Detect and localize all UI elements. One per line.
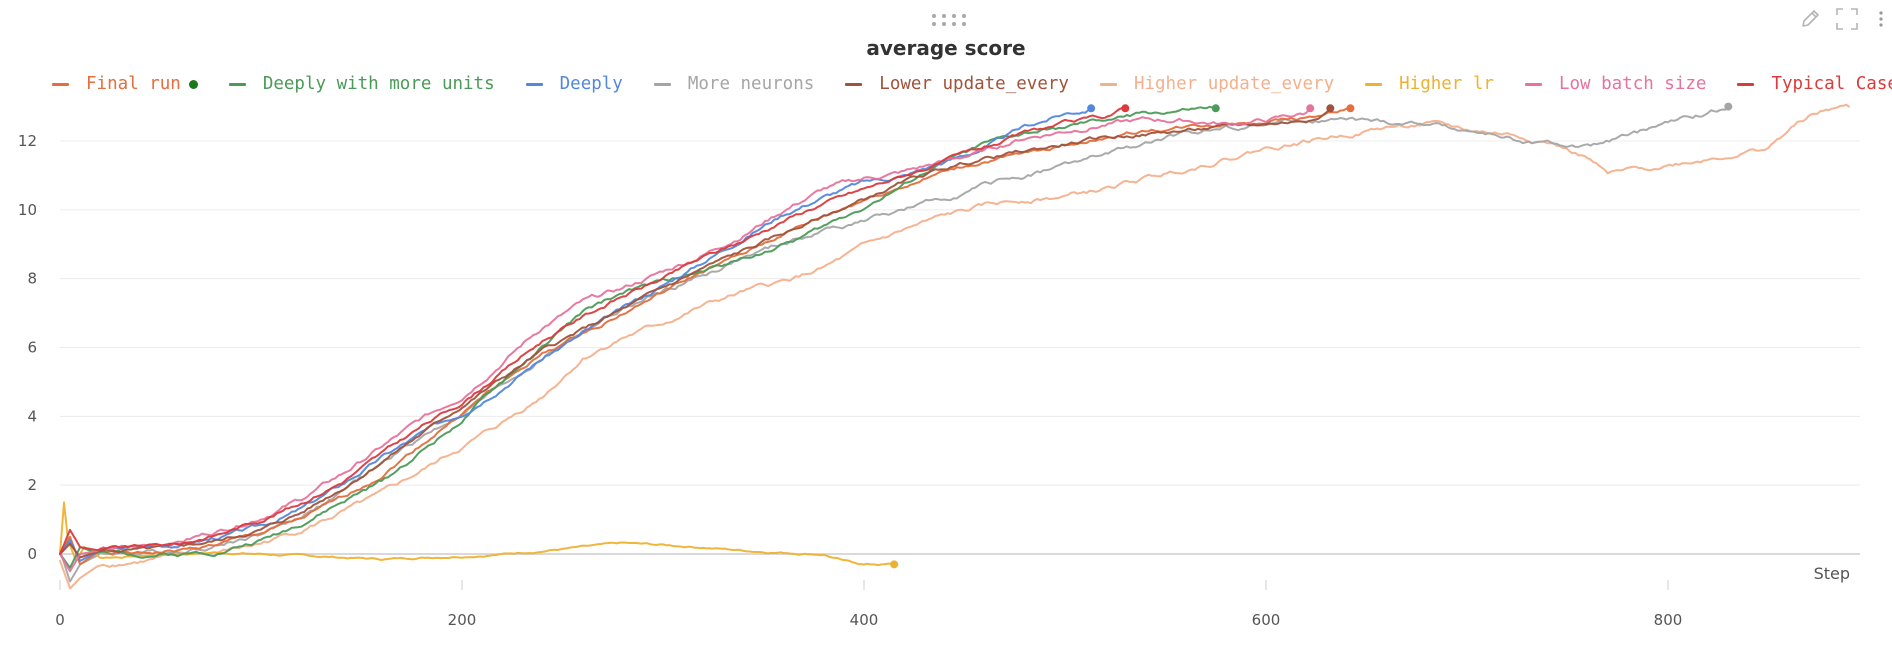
fullscreen-icon[interactable]	[1834, 6, 1860, 32]
legend-swatch	[1099, 82, 1117, 86]
x-axis-title: Step	[1814, 564, 1850, 583]
series-line	[59, 105, 1217, 569]
series-end-point	[1211, 104, 1220, 113]
legend-label: Final run	[86, 74, 181, 94]
legend-swatch	[228, 82, 246, 86]
x-tick-label: 600	[1252, 611, 1281, 629]
y-tick-label: 8	[27, 270, 37, 288]
x-tick-label: 800	[1654, 611, 1683, 629]
legend-item[interactable]: Higher update_every	[1099, 74, 1335, 94]
series-end-point	[1121, 104, 1130, 113]
legend-swatch	[1737, 82, 1755, 86]
legend-item[interactable]: Low batch size	[1524, 74, 1707, 94]
more-vertical-icon[interactable]	[1874, 6, 1888, 32]
legend-label: Lower update_every	[879, 74, 1069, 94]
series-line	[59, 105, 1730, 583]
legend-item[interactable]: More neurons	[653, 74, 815, 94]
legend-label: More neurons	[687, 74, 815, 94]
drag-handle-icon[interactable]	[930, 12, 970, 28]
pencil-icon[interactable]	[1797, 6, 1823, 32]
series-line	[59, 107, 1093, 562]
legend-swatch	[52, 82, 69, 86]
legend-label: Typical Case	[1771, 74, 1892, 94]
series-line	[59, 501, 896, 567]
series-end-point	[890, 560, 899, 569]
y-tick-label: 0	[27, 545, 37, 563]
legend-swatch	[1524, 82, 1542, 86]
legend-item[interactable]: Deeply	[525, 74, 623, 94]
legend-item[interactable]: Deeply with more units	[228, 74, 495, 94]
x-tick-label: 400	[850, 611, 879, 629]
chart-legend: Final run Deeply with more units Deeply Mor…	[52, 74, 1892, 94]
y-tick-label: 12	[18, 132, 37, 150]
legend-item[interactable]: Lower update_every	[845, 74, 1069, 94]
legend-item[interactable]: Higher lr	[1365, 74, 1494, 94]
legend-active-dot	[188, 79, 198, 89]
legend-swatch	[525, 82, 543, 86]
x-tick-label: 200	[448, 611, 477, 629]
legend-swatch	[653, 82, 671, 86]
legend-label: Higher update_every	[1133, 74, 1335, 94]
series-end-point	[1087, 104, 1096, 113]
legend-label: Higher lr	[1399, 74, 1494, 94]
y-tick-label: 10	[18, 201, 37, 219]
series-end-point	[1326, 104, 1335, 113]
legend-label: Low batch size	[1558, 74, 1707, 94]
series-end-point	[1346, 104, 1355, 113]
series-line	[59, 103, 1850, 590]
series-line	[59, 107, 1127, 555]
chart-title: average score	[866, 36, 1026, 60]
y-tick-label: 6	[27, 339, 37, 357]
y-tick-label: 4	[27, 407, 37, 425]
legend-label: Deeply with more units	[262, 74, 495, 94]
legend-label: Deeply	[559, 74, 623, 94]
x-tick-label: 0	[55, 611, 65, 629]
legend-item[interactable]: Final run	[52, 74, 198, 94]
series-line	[59, 107, 1312, 573]
series-end-point	[1724, 102, 1733, 111]
series-line	[59, 107, 1332, 559]
legend-swatch	[1365, 82, 1383, 86]
legend-swatch	[845, 82, 863, 86]
y-tick-label: 2	[27, 476, 37, 494]
legend-item[interactable]: Typical Case	[1737, 74, 1892, 94]
series-end-point	[1306, 104, 1315, 113]
